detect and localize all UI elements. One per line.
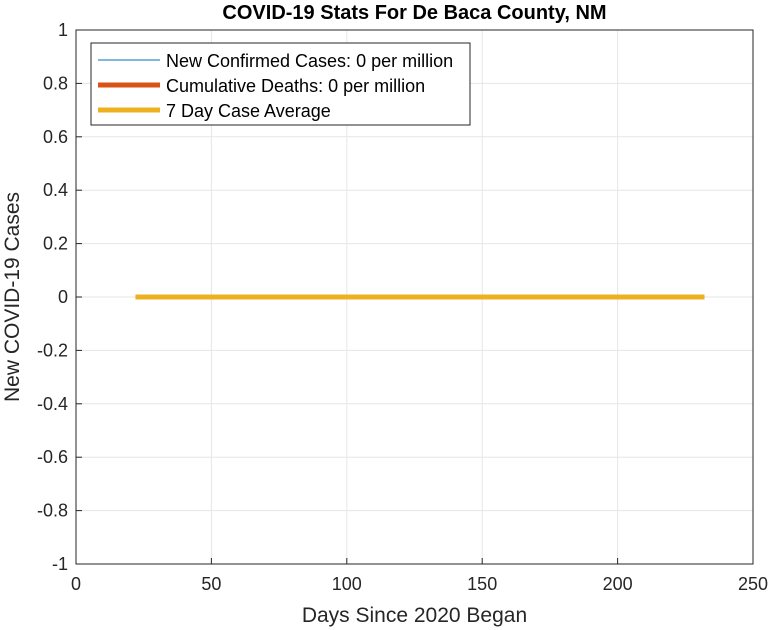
x-tick-label: 200 — [603, 574, 633, 594]
y-tick-label: -0.6 — [37, 447, 68, 467]
legend-label-new-cases: New Confirmed Cases: 0 per million — [166, 51, 453, 71]
y-tick-label: 0 — [58, 287, 68, 307]
y-tick-label: -0.4 — [37, 394, 68, 414]
y-tick-label: -0.2 — [37, 340, 68, 360]
legend-label-cumulative-deaths: Cumulative Deaths: 0 per million — [166, 76, 425, 96]
x-tick-label: 250 — [738, 574, 768, 594]
legend-label-7-day-average: 7 Day Case Average — [166, 101, 331, 121]
y-tick-label: 0.8 — [43, 73, 68, 93]
y-axis-label: New COVID-19 Cases — [1, 192, 24, 402]
x-tick-label: 100 — [332, 574, 362, 594]
y-tick-label: -1 — [52, 554, 68, 574]
x-axis-label: Days Since 2020 Began — [302, 604, 527, 627]
legend: New Confirmed Cases: 0 per million Cumul… — [90, 42, 471, 126]
chart-title: COVID-19 Stats For De Baca County, NM — [222, 2, 606, 24]
y-tick-label: 1 — [58, 20, 68, 40]
y-tick-label: 0.6 — [43, 127, 68, 147]
y-tick-label: 0.2 — [43, 234, 68, 254]
x-tick-label: 50 — [201, 574, 221, 594]
tick-group: 0 50 100 150 200 250 -1 -0.8 -0.6 -0.4 -0.2 0 0.2 0.4… — [37, 20, 768, 594]
x-tick-label: 0 — [71, 574, 81, 594]
y-tick-label: 0.4 — [43, 180, 68, 200]
x-tick-label: 150 — [467, 574, 497, 594]
y-tick-label: -0.8 — [37, 501, 68, 521]
